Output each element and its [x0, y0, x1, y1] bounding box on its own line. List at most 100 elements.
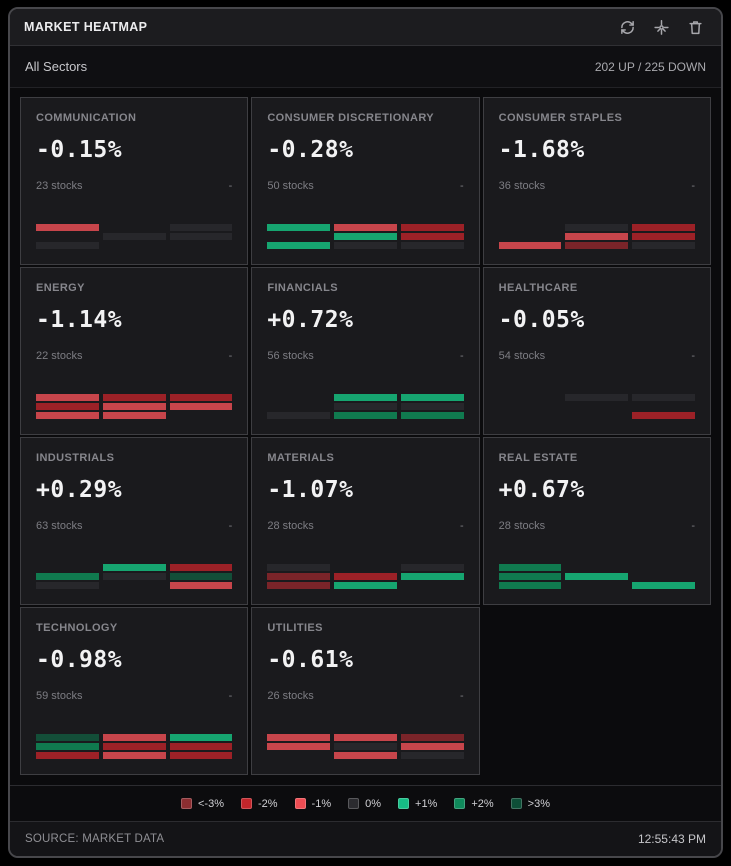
- legend-item: <-3%: [180, 797, 224, 810]
- heatmap-cell: [334, 242, 397, 249]
- sector-filter-label[interactable]: All Sectors: [25, 59, 88, 74]
- sector-dash: -: [459, 520, 464, 532]
- heatmap-cell: [334, 224, 397, 231]
- heatmap-cell: [498, 242, 562, 249]
- sector-stocks-row: 28 stocks -: [499, 520, 695, 532]
- sector-change: -0.28%: [267, 137, 354, 163]
- sector-dash: -: [459, 180, 464, 192]
- heatmap-cell: [102, 412, 166, 419]
- sector-mini-heatmap: [267, 394, 464, 419]
- sector-card[interactable]: COMMUNICATION -0.15% 23 stocks -: [20, 97, 249, 265]
- legend-item: -1%: [294, 797, 332, 810]
- sector-stocks-row: 50 stocks -: [267, 180, 463, 192]
- sector-card[interactable]: CONSUMER STAPLES -1.68% 36 stocks -: [482, 97, 711, 265]
- heatmap-cell: [267, 564, 331, 571]
- sector-stocks-row: 56 stocks -: [267, 350, 463, 362]
- heatmap-cell: [499, 224, 562, 231]
- heatmap-cell: [334, 412, 397, 419]
- sector-card[interactable]: ENERGY -1.14% 22 stocks -: [20, 267, 249, 435]
- heatmap-cell: [169, 582, 233, 589]
- legend-swatch: [398, 798, 410, 809]
- sparkle-button[interactable]: [649, 15, 673, 39]
- heatmap-cell: [334, 734, 397, 741]
- heatmap-cell: [334, 573, 397, 580]
- heatmap-cell: [36, 743, 99, 750]
- sector-card[interactable]: CONSUMER DISCRETIONARY -0.28% 50 stocks …: [251, 97, 480, 265]
- heatmap-cell: [632, 412, 695, 419]
- heatmap-cell: [632, 242, 695, 249]
- sector-stocks-row: 63 stocks -: [36, 520, 232, 532]
- sector-card[interactable]: TECHNOLOGY -0.98% 59 stocks -: [20, 607, 249, 775]
- sector-card[interactable]: MATERIALS -1.07% 28 stocks -: [251, 437, 480, 605]
- market-breadth: 202 UP / 225 DOWN: [594, 59, 706, 74]
- heatmap-cell: [565, 412, 628, 419]
- sector-stocks-row: 36 stocks -: [499, 180, 695, 192]
- sector-name: ENERGY: [36, 282, 85, 294]
- sector-stock-count: 56 stocks: [267, 350, 314, 362]
- heatmap-cell: [565, 564, 628, 571]
- sector-card[interactable]: INDUSTRIALS +0.29% 63 stocks -: [20, 437, 249, 605]
- sector-name: COMMUNICATION: [36, 112, 137, 124]
- sector-stock-count: 54 stocks: [498, 350, 546, 362]
- sector-stock-count: 59 stocks: [36, 690, 83, 702]
- delete-button[interactable]: [683, 15, 707, 39]
- sector-name: TECHNOLOGY: [36, 622, 118, 634]
- heatmap-cell: [267, 233, 330, 240]
- sector-card[interactable]: HEALTHCARE -0.05% 54 stocks -: [482, 267, 711, 435]
- heatmap-cell: [170, 242, 233, 249]
- sector-change: +0.67%: [498, 477, 585, 503]
- sector-dash: -: [228, 180, 233, 192]
- heatmap-cell: [169, 224, 233, 231]
- market-heatmap-widget: MARKET HEATMAP: [8, 7, 723, 858]
- heatmap-cell: [400, 224, 464, 231]
- sector-mini-heatmap: [36, 394, 233, 419]
- heatmap-cell: [632, 224, 695, 231]
- sector-change: -0.05%: [498, 307, 585, 333]
- heatmap-cell: [267, 224, 331, 231]
- heatmap-cell: [632, 233, 695, 240]
- widget-title: MARKET HEATMAP: [24, 20, 148, 34]
- heatmap-cell: [169, 403, 233, 410]
- sector-stock-count: 22 stocks: [36, 350, 83, 362]
- heatmap-cell: [400, 752, 464, 759]
- heatmap-cell: [36, 573, 99, 580]
- heatmap-cell: [267, 394, 330, 401]
- sector-card[interactable]: UTILITIES -0.61% 26 stocks -: [251, 607, 480, 775]
- heatmap-cell: [36, 403, 99, 410]
- sector-stocks-row: 59 stocks -: [36, 690, 232, 702]
- data-source-label: SOURCE: MARKET DATA: [25, 833, 165, 845]
- heatmap-cell: [267, 403, 330, 410]
- legend: <-3% -2% -1% 0% +1% +2% >3%: [10, 785, 721, 821]
- refresh-button[interactable]: [615, 15, 639, 39]
- heatmap-cell: [632, 582, 695, 589]
- sector-change: -0.61%: [267, 647, 354, 673]
- sparkle-icon: [653, 19, 669, 35]
- sector-dash: -: [228, 690, 233, 702]
- refresh-icon: [620, 20, 634, 34]
- sector-stock-count: 26 stocks: [267, 690, 314, 702]
- heatmap-cell: [36, 734, 99, 741]
- heatmap-cell: [565, 582, 628, 589]
- heatmap-cell: [267, 242, 331, 249]
- sector-mini-heatmap: [267, 224, 464, 249]
- legend-label: -1%: [311, 797, 332, 810]
- legend-label: +2%: [471, 797, 494, 810]
- heatmap-cell: [102, 573, 166, 580]
- heatmap-cell: [498, 564, 562, 571]
- sector-card[interactable]: FINANCIALS +0.72% 56 stocks -: [251, 267, 480, 435]
- heatmap-cell: [102, 403, 166, 410]
- heatmap-cell: [565, 573, 629, 580]
- legend-label: <-3%: [197, 797, 224, 810]
- sector-name: INDUSTRIALS: [36, 452, 115, 464]
- heatmap-cell: [36, 394, 99, 401]
- sector-dash: -: [459, 350, 464, 362]
- heatmap-cell: [499, 233, 562, 240]
- legend-swatch: [348, 798, 360, 809]
- heatmap-cell: [632, 403, 695, 410]
- heatmap-cell: [102, 752, 166, 759]
- legend-label: +1%: [415, 797, 438, 810]
- sector-card[interactable]: REAL ESTATE +0.67% 28 stocks -: [482, 437, 711, 605]
- heatmap-cell: [499, 403, 562, 410]
- heatmap-cell: [267, 734, 331, 741]
- legend-item: +2%: [454, 797, 494, 810]
